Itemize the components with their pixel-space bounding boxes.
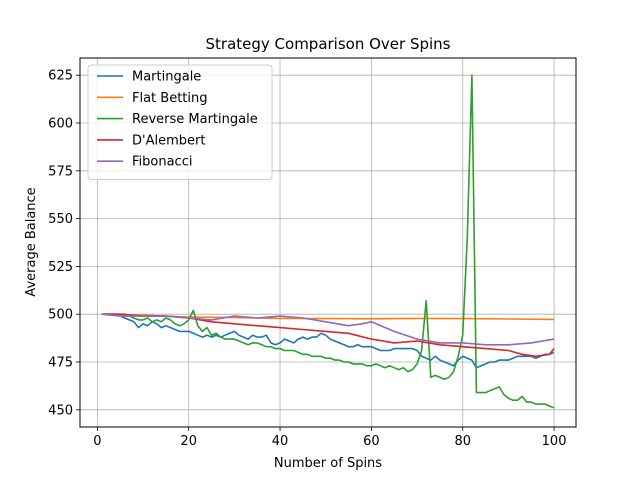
y-tick-label: 600: [48, 117, 73, 132]
grid: [80, 58, 576, 427]
axis-ticks: 0 20 40 60 80 100 450 475 500 525 550 575 600 625: [48, 69, 566, 449]
y-tick-label: 525: [48, 260, 73, 275]
legend-label-d-alembert: D'Alembert: [132, 133, 205, 148]
legend-label-martingale: Martingale: [132, 70, 201, 85]
x-tick-label: 20: [180, 434, 197, 449]
x-tick-label: 60: [363, 434, 380, 449]
series-group: [101, 74, 555, 409]
y-tick-label: 450: [48, 403, 73, 418]
plot-frame: [79, 57, 577, 428]
legend-label-reverse-martingale: Reverse Martingale: [132, 112, 258, 127]
legend: Martingale Flat Betting Reverse Martingale…: [87, 64, 273, 180]
legend-box: [87, 64, 273, 180]
x-tick-label: 100: [542, 434, 567, 449]
series-line-reverse-martingale: [101, 74, 555, 409]
legend-label-fibonacci: Fibonacci: [132, 155, 192, 170]
series-line-fibonacci: [101, 313, 555, 346]
y-tick-label: 475: [48, 355, 73, 370]
y-tick-label: 550: [48, 212, 73, 227]
series-line-martingale: [101, 313, 555, 369]
x-tick-label: 80: [454, 434, 471, 449]
y-tick-label: 500: [48, 308, 73, 323]
chart-title: Strategy Comparison Over Spins: [206, 35, 451, 53]
x-tick-label: 40: [272, 434, 289, 449]
y-tick-label: 625: [48, 69, 73, 84]
x-axis-title: Number of Spins: [274, 456, 382, 471]
y-tick-label: 575: [48, 164, 73, 179]
x-tick-label: 0: [93, 434, 101, 449]
legend-label-flat-betting: Flat Betting: [132, 91, 208, 106]
y-axis-title: Average Balance: [24, 187, 39, 296]
